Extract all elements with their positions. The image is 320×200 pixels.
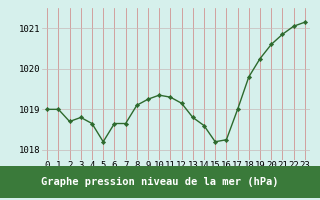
Text: Graphe pression niveau de la mer (hPa): Graphe pression niveau de la mer (hPa) bbox=[41, 177, 279, 187]
